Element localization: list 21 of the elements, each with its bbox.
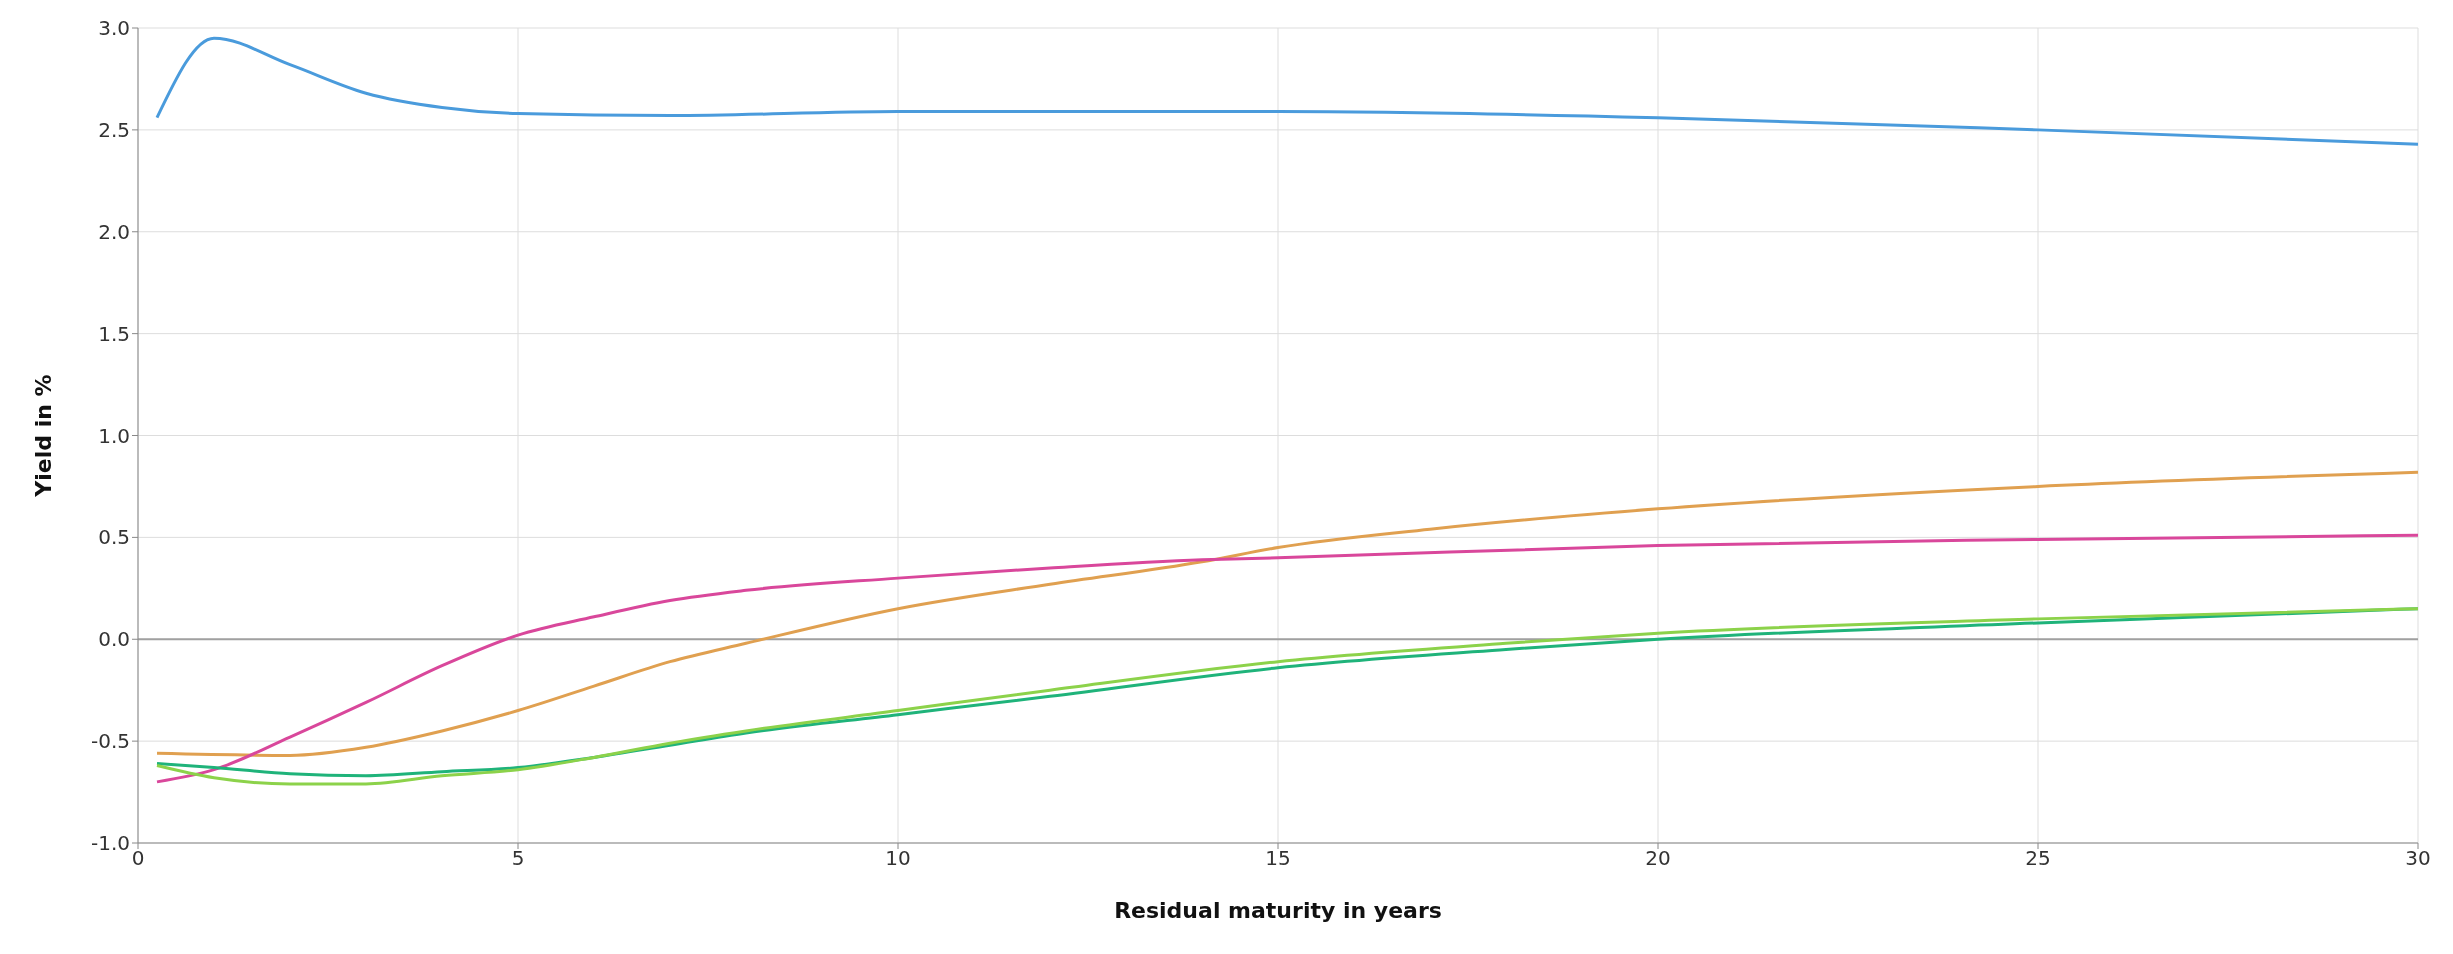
y-tick-label: -1.0 bbox=[90, 831, 130, 856]
line-series bbox=[155, 533, 2418, 784]
y-tick-label: 1.0 bbox=[98, 423, 130, 448]
line-series bbox=[155, 36, 2418, 146]
line-series bbox=[155, 470, 2418, 757]
y-tick-label: -0.5 bbox=[90, 729, 130, 754]
y-tick-label: 3.0 bbox=[98, 16, 130, 41]
x-tick-label: 30 bbox=[2405, 846, 2431, 871]
y-tick-label: 2.5 bbox=[98, 117, 130, 142]
x-axis-title: Residual maturity in years bbox=[1114, 898, 1442, 923]
y-axis-title: Yield in % bbox=[30, 374, 56, 498]
y-tick-label: 0.5 bbox=[98, 525, 130, 550]
x-tick-label: 15 bbox=[1265, 846, 1291, 871]
x-tick-label: 5 bbox=[511, 846, 525, 871]
x-tick-label: 10 bbox=[885, 846, 911, 871]
y-tick-label: 1.5 bbox=[98, 321, 130, 346]
x-tick-label: 20 bbox=[1645, 846, 1671, 871]
y-tick-label: 0.0 bbox=[98, 627, 130, 652]
x-tick-label: 0 bbox=[131, 846, 145, 871]
x-tick-label: 25 bbox=[2025, 846, 2051, 871]
y-tick-label: 2.0 bbox=[98, 219, 130, 244]
